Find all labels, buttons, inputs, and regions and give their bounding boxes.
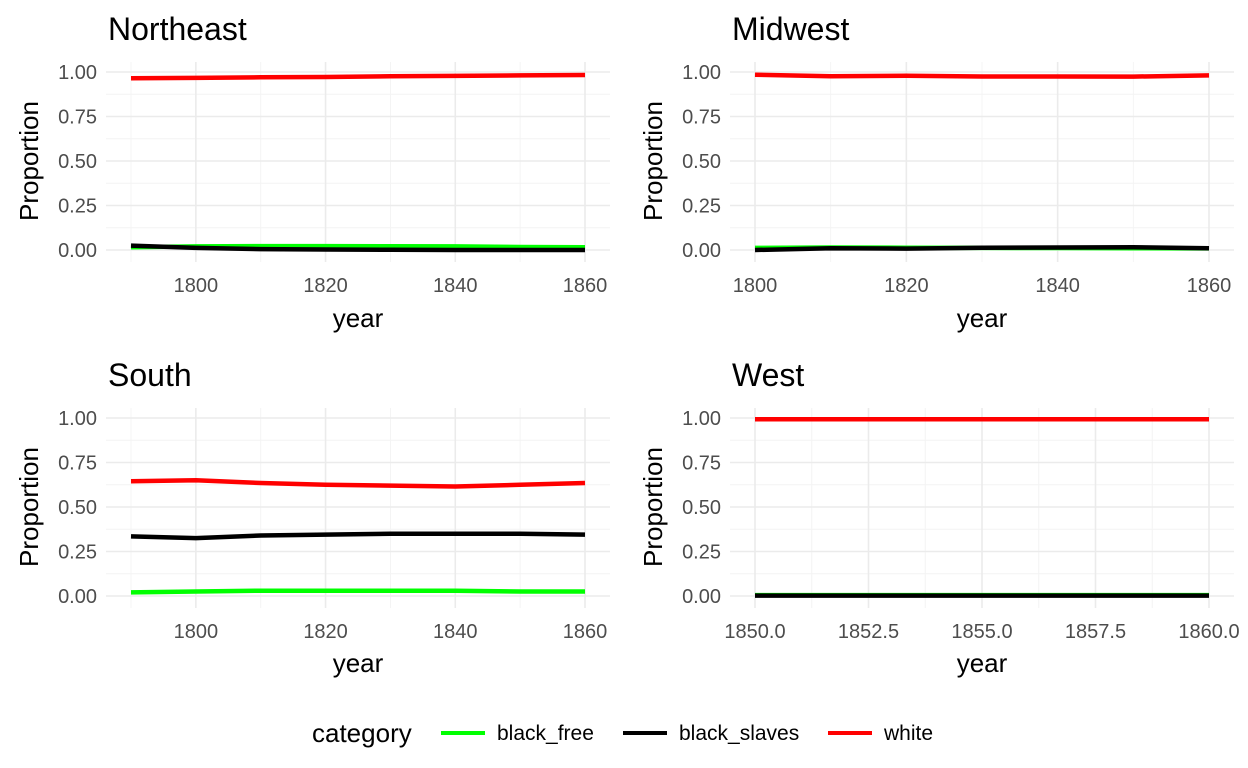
series-line-white (754, 72, 1210, 79)
legend-label-white: white (883, 722, 933, 745)
y-tick-label: 0.25 (682, 196, 721, 218)
x-tick-label: 1860 (563, 275, 608, 297)
x-axis-title: year (333, 303, 384, 333)
series-line-black-slaves (130, 531, 586, 541)
x-axis-title: year (957, 648, 1008, 678)
x-tick-label: 1800 (733, 275, 778, 297)
x-tick-label: 1860 (563, 621, 608, 643)
x-tick-label: 1800 (174, 621, 219, 643)
x-tick-label: 1857.5 (1065, 621, 1126, 643)
x-tick-label: 1860 (1187, 275, 1232, 297)
y-tick-label: 1.00 (682, 62, 721, 84)
panel-northeast: 0.00 0.25 0.50 0.75 1.00 1800 1820 1840 1860 Nort… (14, 11, 610, 333)
chart-panels: 0.00 0.25 0.50 0.75 1.00 1800 1820 1840 1860 Nort… (14, 11, 1240, 678)
y-tick-label: 0.25 (58, 542, 97, 564)
x-axis-title: year (333, 648, 384, 678)
y-tick-label: 0.00 (682, 240, 721, 262)
y-tick-label: 0.50 (682, 497, 721, 519)
y-tick-label: 1.00 (58, 408, 97, 430)
panel-south: 0.00 0.25 0.50 0.75 1.00 1800 1820 1840 1860 Sout… (14, 357, 610, 678)
series-line-white (130, 478, 586, 489)
y-axis-title: Proportion (638, 101, 668, 221)
x-tick-label: 1852.5 (838, 621, 899, 643)
panel-title: South (108, 357, 192, 393)
y-tick-label: 0.25 (58, 196, 97, 218)
panel-title: Midwest (732, 11, 849, 47)
x-tick-label: 1800 (174, 275, 219, 297)
panel-west: 0.00 0.25 0.50 0.75 1.00 1850.0 1852.5 1855.0 18… (638, 357, 1240, 678)
x-tick-label: 1820 (303, 275, 348, 297)
y-axis-title: Proportion (14, 101, 44, 221)
legend: category black_free black_slaves white (312, 718, 933, 748)
y-tick-label: 1.00 (682, 408, 721, 430)
y-tick-label: 0.00 (58, 586, 97, 608)
y-tick-label: 0.00 (58, 240, 97, 262)
x-tick-label: 1850.0 (724, 621, 785, 643)
x-axis-title: year (957, 303, 1008, 333)
y-tick-label: 0.75 (682, 107, 721, 129)
y-axis-title: Proportion (638, 447, 668, 567)
x-tick-label: 1840 (1035, 275, 1080, 297)
y-axis-title: Proportion (14, 447, 44, 567)
legend-label-black-slaves: black_slaves (679, 722, 799, 745)
x-tick-label: 1820 (884, 275, 929, 297)
panel-title: Northeast (108, 11, 247, 47)
y-tick-label: 0.00 (682, 586, 721, 608)
y-tick-label: 0.50 (58, 151, 97, 173)
x-tick-label: 1855.0 (951, 621, 1012, 643)
y-tick-label: 0.50 (682, 151, 721, 173)
x-tick-label: 1840 (433, 621, 478, 643)
x-tick-label: 1820 (303, 621, 348, 643)
y-tick-label: 0.50 (58, 497, 97, 519)
y-tick-label: 0.75 (58, 107, 97, 129)
x-tick-label: 1860.0 (1178, 621, 1239, 643)
y-tick-label: 0.75 (58, 453, 97, 475)
x-tick-label: 1840 (433, 275, 478, 297)
y-tick-label: 0.25 (682, 542, 721, 564)
legend-title: category (312, 718, 412, 748)
y-tick-label: 0.75 (682, 453, 721, 475)
series-line-black-free (130, 588, 585, 595)
y-tick-label: 1.00 (58, 62, 97, 84)
panel-midwest: 0.00 0.25 0.50 0.75 1.00 1800 1820 1840 1860 Midw… (638, 11, 1234, 333)
series-line-black-slaves (130, 243, 585, 253)
series-line-black-slaves (754, 244, 1210, 253)
panel-title: West (732, 357, 804, 393)
legend-label-black-free: black_free (497, 722, 594, 745)
series-line-white (130, 72, 586, 81)
